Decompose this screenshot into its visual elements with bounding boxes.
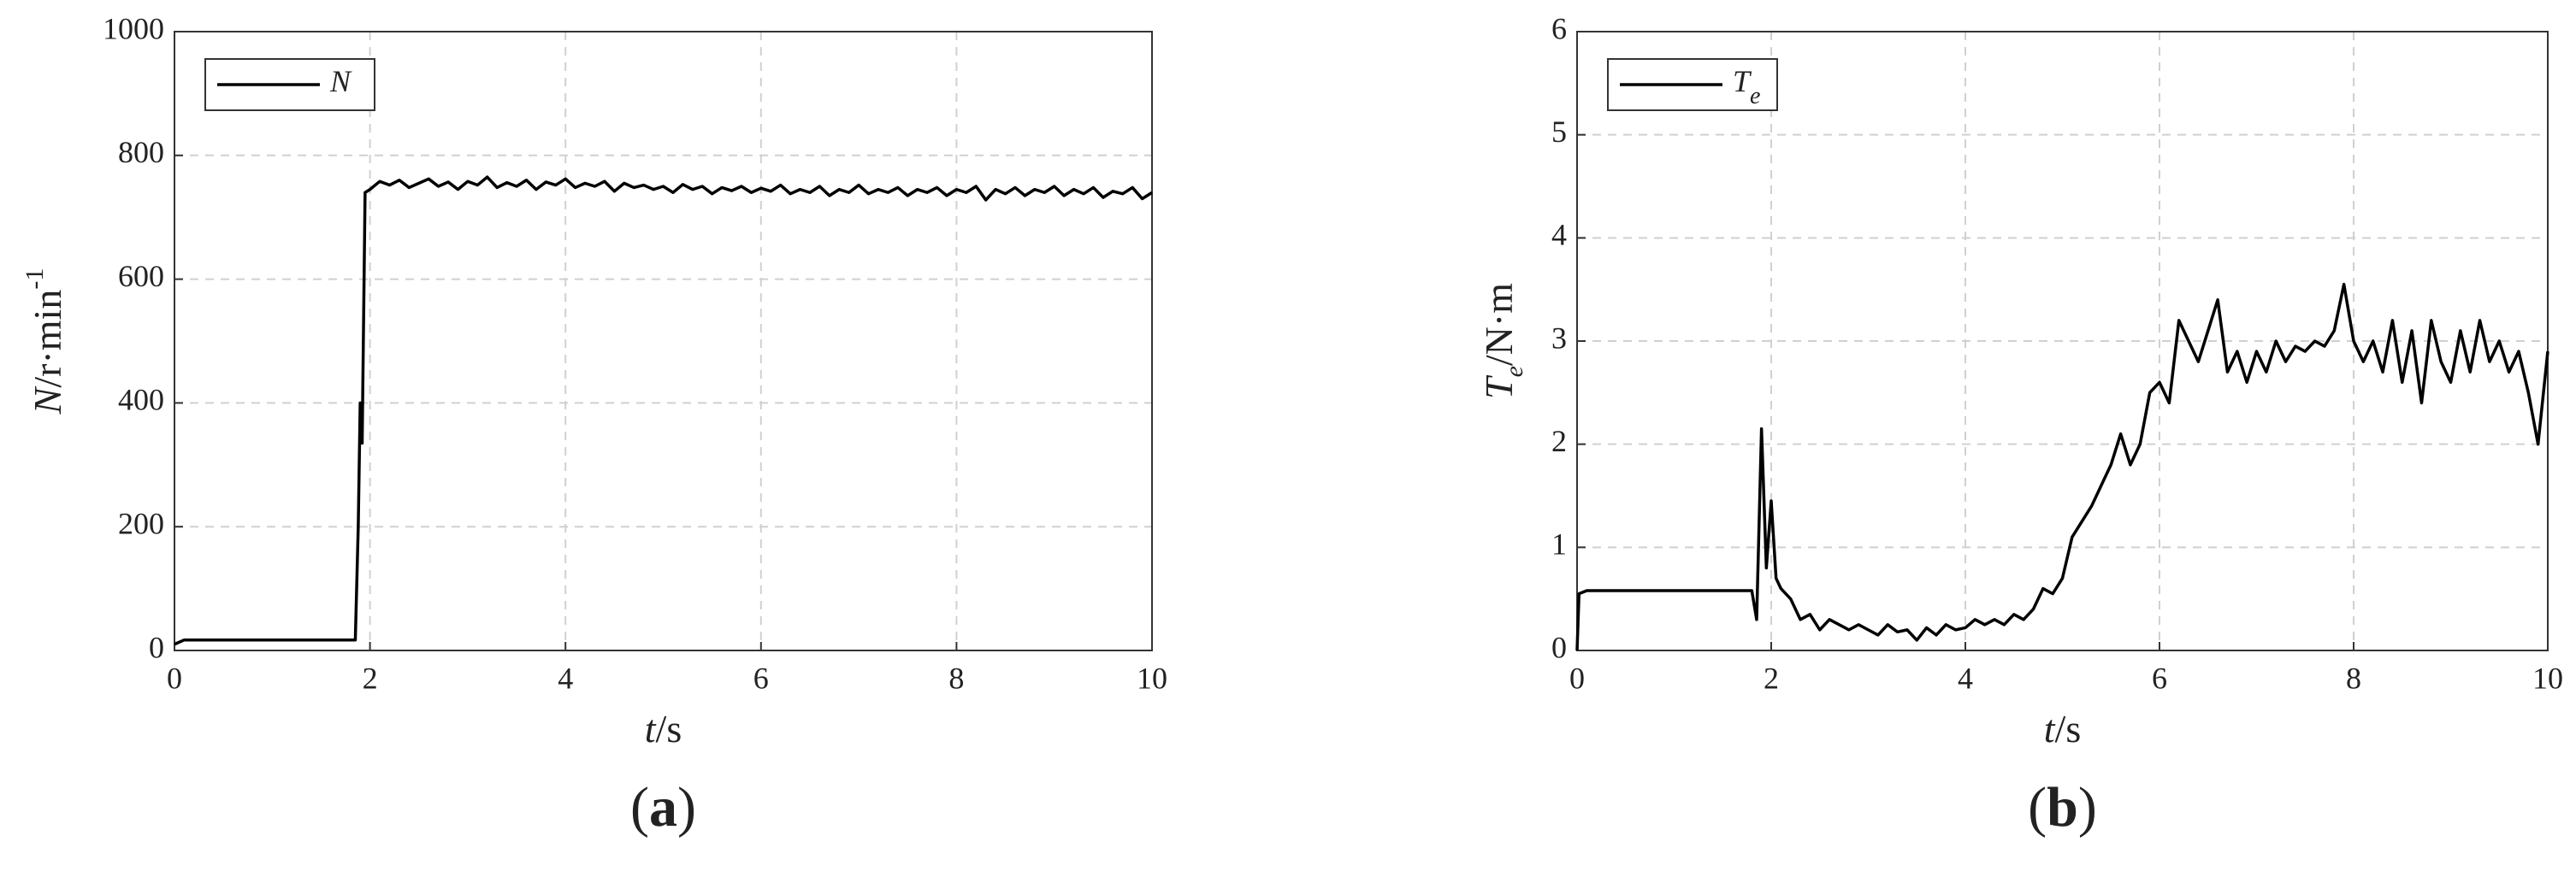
y-tick-label: 5 <box>1551 115 1567 149</box>
x-tick-label: 8 <box>948 661 964 695</box>
panel-label: (a) <box>630 776 696 839</box>
label-part: N <box>26 385 69 415</box>
y-tick-label: 6 <box>1551 11 1567 45</box>
data-line <box>1575 282 2549 651</box>
x-tick-label: 0 <box>1569 661 1585 695</box>
plot-frame <box>1576 31 2549 651</box>
y-tick-label: 2 <box>1551 424 1567 458</box>
y-tick-label: 3 <box>1551 321 1567 355</box>
label-part: /s <box>2055 707 2082 750</box>
legend-label: N <box>329 64 352 98</box>
data-line <box>174 175 1153 646</box>
label-part: -1 <box>21 268 49 290</box>
x-tick-label: 6 <box>753 661 769 695</box>
plot-area <box>174 32 1152 650</box>
y-tick-label: 200 <box>118 506 164 540</box>
x-axis-label: t/s <box>2044 707 2081 750</box>
x-tick-label: 4 <box>1958 661 1973 695</box>
x-tick-label: 10 <box>2532 661 2563 695</box>
x-tick-label: 2 <box>363 661 378 695</box>
x-tick-label: 8 <box>2346 661 2361 695</box>
panel-label: (b) <box>2028 776 2097 839</box>
label-part: T <box>1477 374 1521 399</box>
y-axis-label: N/r·min-1 <box>21 268 68 415</box>
y-tick-label: 4 <box>1551 218 1567 252</box>
y-tick-label: 0 <box>149 630 164 664</box>
y-tick-label: 800 <box>118 135 164 169</box>
x-tick-label: 0 <box>167 661 182 695</box>
x-axis-label: t/s <box>645 707 682 750</box>
y-tick-label: 0 <box>1551 630 1567 664</box>
x-tick-label: 10 <box>1137 661 1167 695</box>
y-tick-label: 600 <box>118 259 164 293</box>
label-part: t <box>645 707 657 750</box>
x-tick-label: 6 <box>2152 661 2167 695</box>
label-part: /s <box>656 707 682 750</box>
plot-frame <box>174 31 1153 651</box>
label-part: e <box>1500 366 1528 377</box>
x-tick-label: 4 <box>558 661 573 695</box>
y-tick-label: 400 <box>118 383 164 417</box>
label-part: /r·min <box>26 290 69 388</box>
label-part: t <box>2044 707 2056 750</box>
y-tick-label: 1000 <box>103 11 164 45</box>
y-tick-label: 1 <box>1551 527 1567 562</box>
y-axis-label: Te/N·m <box>1477 283 1529 399</box>
label-part: /N·m <box>1477 283 1521 366</box>
legend-label: Te <box>1733 64 1760 109</box>
x-tick-label: 2 <box>1764 661 1779 695</box>
